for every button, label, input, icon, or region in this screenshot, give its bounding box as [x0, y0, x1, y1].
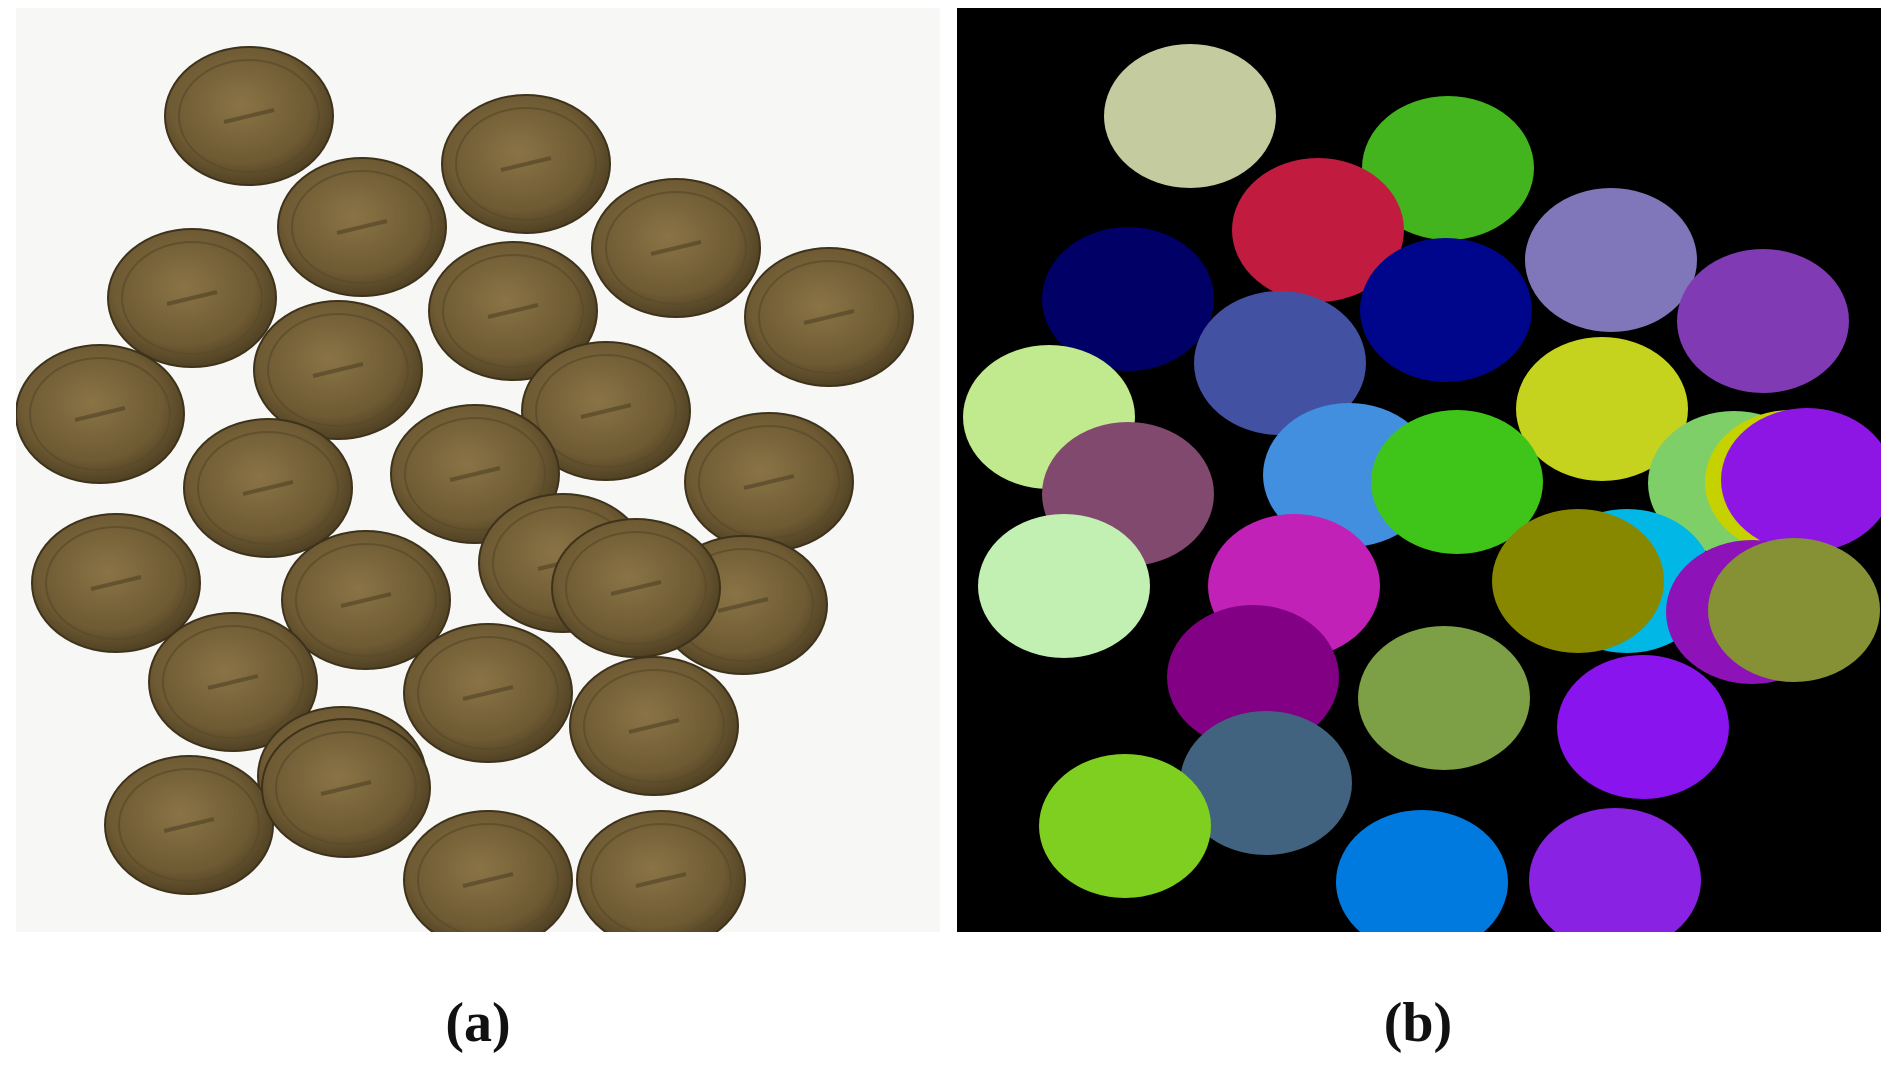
- segment-region: [1194, 291, 1366, 435]
- segment-region: [1336, 810, 1508, 932]
- coin: [183, 418, 353, 558]
- segment-region: [1721, 408, 1881, 552]
- coin: [104, 755, 274, 895]
- segment-region: [1167, 605, 1339, 749]
- segment-region: [978, 514, 1150, 658]
- caption-b: (b): [1383, 992, 1453, 1054]
- coin: [551, 518, 721, 658]
- segment-region: [1557, 655, 1729, 799]
- segment-region: [1358, 626, 1530, 770]
- coin: [16, 344, 185, 484]
- segmented-coins-map: [957, 8, 1881, 932]
- segment-region: [1516, 337, 1688, 481]
- coin: [403, 810, 573, 932]
- coin: [403, 623, 573, 763]
- coins-photo: [16, 8, 940, 932]
- segment-region: [1232, 158, 1404, 302]
- segment-region: [1039, 754, 1211, 898]
- coin: [441, 94, 611, 234]
- segment-region: [1525, 188, 1697, 332]
- coin: [591, 178, 761, 318]
- segment-region: [1708, 538, 1880, 682]
- coin: [281, 530, 451, 670]
- segment-region: [1362, 96, 1534, 240]
- coin: [684, 412, 854, 552]
- coin: [569, 656, 739, 796]
- segmentation-result-image: [957, 8, 1881, 932]
- segment-region: [1104, 44, 1276, 188]
- segment-region: [1492, 509, 1664, 653]
- coin: [428, 241, 598, 381]
- segment-region: [1529, 808, 1701, 932]
- coin: [261, 718, 431, 858]
- segment-region: [1371, 410, 1543, 554]
- coin: [148, 612, 318, 752]
- coin: [107, 228, 277, 368]
- coin: [576, 810, 746, 932]
- segment-region: [1677, 249, 1849, 393]
- coin: [521, 341, 691, 481]
- segment-region: [1042, 227, 1214, 371]
- caption-a: (a): [445, 992, 511, 1054]
- segment-region: [1180, 711, 1352, 855]
- segment-region: [1360, 238, 1532, 382]
- coin: [744, 247, 914, 387]
- coin: [253, 300, 423, 440]
- coin: [31, 513, 201, 653]
- original-coins-image: [16, 8, 940, 932]
- coin: [277, 157, 447, 297]
- coin: [164, 46, 334, 186]
